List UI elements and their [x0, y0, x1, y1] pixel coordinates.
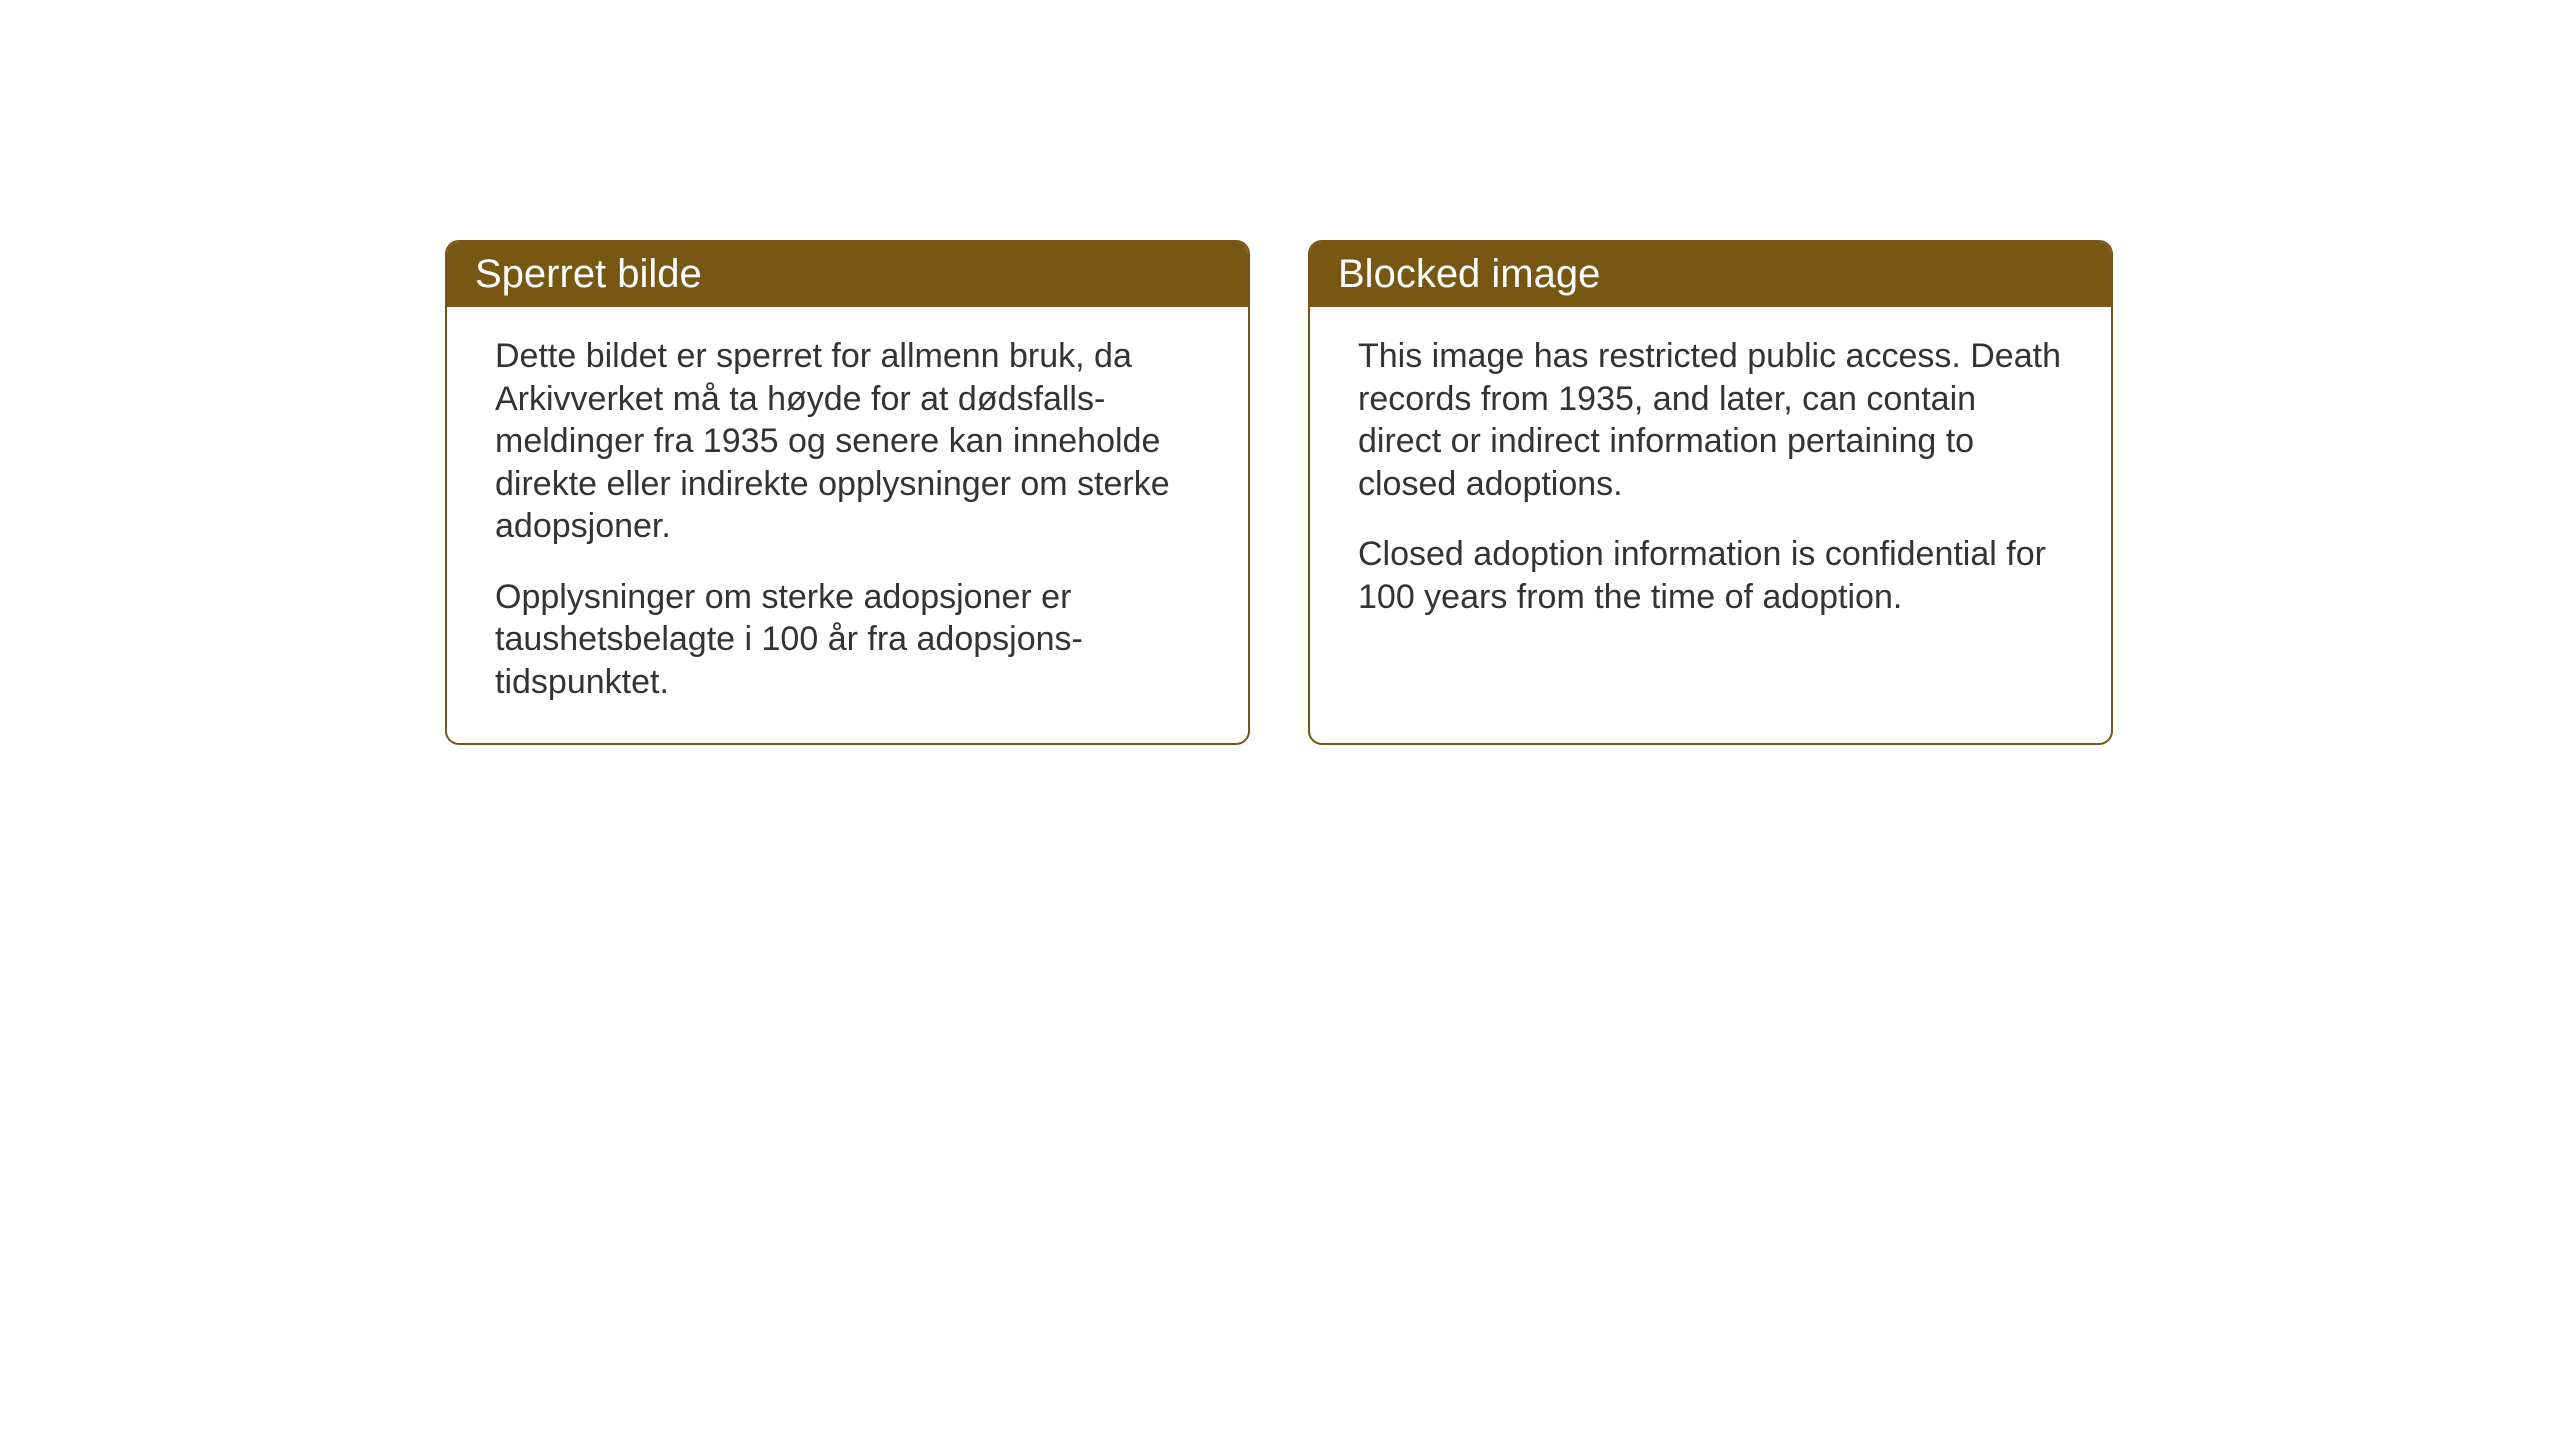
card-title-norwegian: Sperret bilde	[475, 252, 702, 296]
card-english: Blocked image This image has restricted …	[1308, 240, 2113, 745]
card-paragraph1-english: This image has restricted public access.…	[1358, 335, 2063, 505]
card-title-english: Blocked image	[1338, 252, 1600, 296]
card-header-english: Blocked image	[1310, 242, 2111, 307]
card-body-norwegian: Dette bildet er sperret for allmenn bruk…	[447, 307, 1248, 743]
card-paragraph1-norwegian: Dette bildet er sperret for allmenn bruk…	[495, 335, 1200, 548]
card-body-english: This image has restricted public access.…	[1310, 307, 2111, 658]
card-paragraph2-english: Closed adoption information is confident…	[1358, 533, 2063, 618]
card-header-norwegian: Sperret bilde	[447, 242, 1248, 307]
card-norwegian: Sperret bilde Dette bildet er sperret fo…	[445, 240, 1250, 745]
cards-container: Sperret bilde Dette bildet er sperret fo…	[445, 240, 2113, 745]
card-paragraph2-norwegian: Opplysninger om sterke adopsjoner er tau…	[495, 576, 1200, 704]
